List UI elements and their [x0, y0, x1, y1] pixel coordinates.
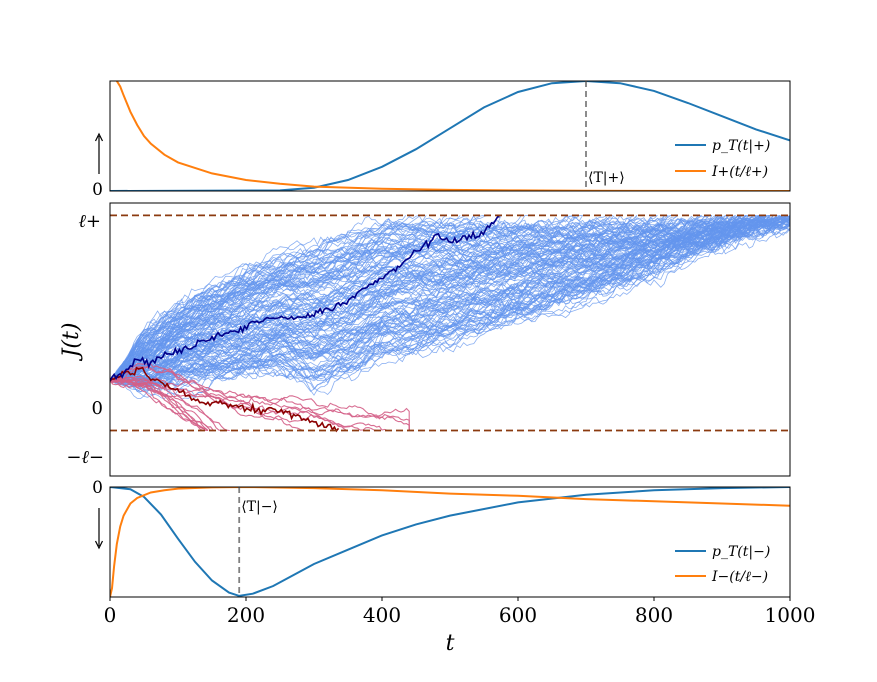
- upward-trajectory: [110, 215, 740, 385]
- upward-trajectory: [110, 222, 790, 382]
- downward-trajectory: [110, 376, 222, 432]
- legend-label-pT-minus: p_T(t|−): [712, 544, 770, 560]
- upward-trajectory: [110, 215, 736, 382]
- bottom-legend: p_T(t|−) I−(t/ℓ−): [675, 544, 770, 585]
- upward-trajectory: [110, 214, 790, 400]
- bottom-plot-area: [110, 487, 790, 597]
- top-vline-label: ⟨T|+⟩: [588, 170, 625, 186]
- ytick-ell-plus: ℓ+: [78, 211, 101, 232]
- x-tick-label: 1000: [765, 603, 816, 627]
- middle-panel: ℓ+ 0 −ℓ− J(t): [59, 202, 791, 477]
- down-arrow-icon: [94, 508, 104, 550]
- upward-trajectory: [110, 215, 475, 382]
- upward-trajectory: [110, 215, 614, 382]
- bottom-vline-label: ⟨T|−⟩: [241, 499, 278, 515]
- upward-trajectory: [110, 215, 747, 382]
- up-arrow-icon: [94, 132, 104, 174]
- ytick-minus-ell-minus: −ℓ−: [66, 447, 104, 468]
- x-tick-label: 400: [363, 603, 401, 627]
- upward-trajectory: [110, 215, 723, 382]
- x-axis-label: t: [446, 631, 455, 656]
- y-axis-label: J(t): [59, 323, 84, 362]
- x-tick-label: 600: [499, 603, 537, 627]
- upward-trajectories: [110, 214, 790, 400]
- highlighted-upward-trajectory: [110, 216, 500, 382]
- legend-label-I-plus: I+(t/ℓ+): [711, 164, 768, 180]
- upward-trajectory: [110, 221, 790, 387]
- top-series-0-line: [110, 81, 790, 191]
- x-tick-label: 800: [635, 603, 673, 627]
- upward-trajectory: [110, 215, 447, 382]
- top-legend: p_T(t|+) I+(t/ℓ+): [675, 138, 770, 180]
- x-tick-label: 200: [227, 603, 265, 627]
- x-tick-label: 0: [104, 603, 117, 627]
- legend-label-pT-plus: p_T(t|+): [712, 138, 770, 154]
- bottom-ytick-zero: 0: [92, 478, 103, 498]
- upward-trajectory: [110, 215, 730, 382]
- bottom-panel: 0 ⟨T|−⟩ p_T(t|−) I−(t/ℓ−) 0 200 400 600 800 1…: [92, 478, 815, 656]
- top-ytick-zero: 0: [92, 180, 103, 200]
- downward-trajectory: [110, 378, 209, 431]
- top-panel: 0 ⟨T|+⟩ p_T(t|+) I+(t/ℓ+): [92, 80, 791, 200]
- downward-trajectory: [110, 376, 208, 432]
- legend-label-I-minus: I−(t/ℓ−): [711, 569, 768, 585]
- downward-trajectories: [110, 363, 410, 432]
- upward-trajectory: [110, 215, 760, 382]
- x-axis-ticks: 0 200 400 600 800 1000: [104, 597, 816, 627]
- middle-panel-frame: [109, 202, 791, 477]
- top-plot-area: [110, 81, 790, 191]
- bottom-series-1-line: [110, 487, 790, 597]
- highlighted-downward-trajectory: [110, 366, 340, 433]
- bottom-panel-frame: [109, 486, 791, 598]
- top-series-1-line: [115, 81, 790, 191]
- upward-trajectory: [110, 215, 461, 382]
- upward-trajectory: [110, 215, 750, 382]
- downward-trajectory: [110, 365, 388, 432]
- ytick-zero: 0: [92, 398, 103, 419]
- middle-plot-area: [110, 214, 790, 433]
- bottom-series-0-line: [110, 487, 790, 597]
- top-panel-frame: [109, 80, 791, 192]
- upward-trajectory: [110, 215, 638, 382]
